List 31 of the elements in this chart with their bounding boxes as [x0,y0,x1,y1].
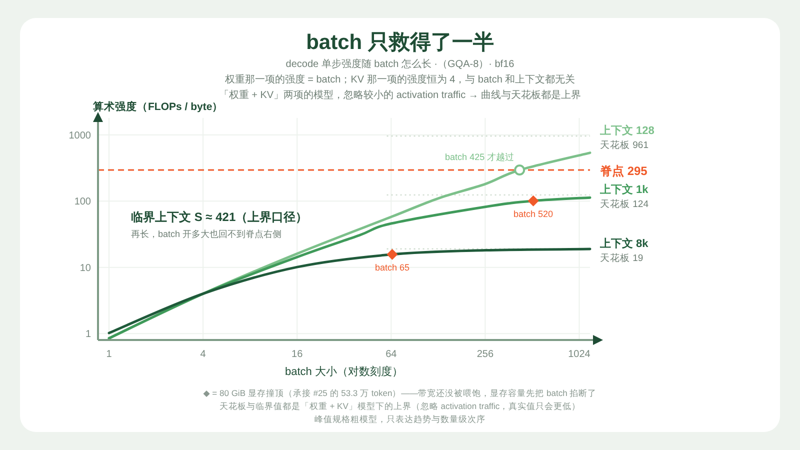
series-label: 上下文 1k [599,182,650,196]
y-tick-label: 1000 [68,130,92,142]
annotation: 临界上下文 S ≈ 421（上界口径） [131,210,308,224]
x-tick-label: 256 [476,349,494,360]
annotation: batch 425 才越过 [445,152,514,162]
annotation: batch 520 [513,208,554,219]
ref-line-label: 天花板 19 [600,252,644,264]
x-tick-label: 1024 [568,349,591,360]
text: ◆ = 80 GiB 显存撞顶（承接 #25 的 53.3 万 token）——带宽还没被喂饱，显存容量先把 batch 掐断了 [203,388,597,398]
text: 峰值规格粗模型，只表达趋势与数量级次序 [314,414,486,424]
ref-line-label: 天花板 961 [600,139,648,152]
text: decode 单步强度随 batch 怎么长 ·（GQA-8）· bf16 [286,59,514,70]
x-tick-label: 1 [106,349,112,360]
text: 权重那一项的强度 = batch；KV 那一项的强度恒为 4，与 batch 和上下文都无关 [224,74,576,86]
y-axis-title: 算术强度（FLOPs / byte） [92,100,224,113]
text: 「权重 + KV」两项的模型，忽略较小的 activation traffic → 曲线与天花板都是上界 [218,90,582,101]
x-tick-label: 64 [386,349,398,360]
ref-line-label: 脊点 295 [600,164,648,178]
series-label: 上下文 128 [599,124,654,138]
x-tick-label: 4 [200,349,206,360]
annotation: batch 65 [374,262,410,272]
text: 天花板与临界值都是「权重 + KV」模型下的上界（忽略 activation traffic，真实值只会更低） [219,401,581,411]
y-tick-label: 10 [80,262,92,274]
chart-title: batch 只救得了一半 [306,31,494,54]
y-tick-label: 100 [74,196,92,208]
series-label: 上下文 8k [599,236,650,250]
y-tick-label: 1 [85,329,92,340]
x-axis-title: batch 大小（对数刻度） [285,365,403,378]
annotation: 再长，batch 开多大也回不到脊点右侧 [131,229,282,239]
x-tick-label: 16 [292,349,304,360]
ref-line-label: 天花板 124 [600,198,648,210]
